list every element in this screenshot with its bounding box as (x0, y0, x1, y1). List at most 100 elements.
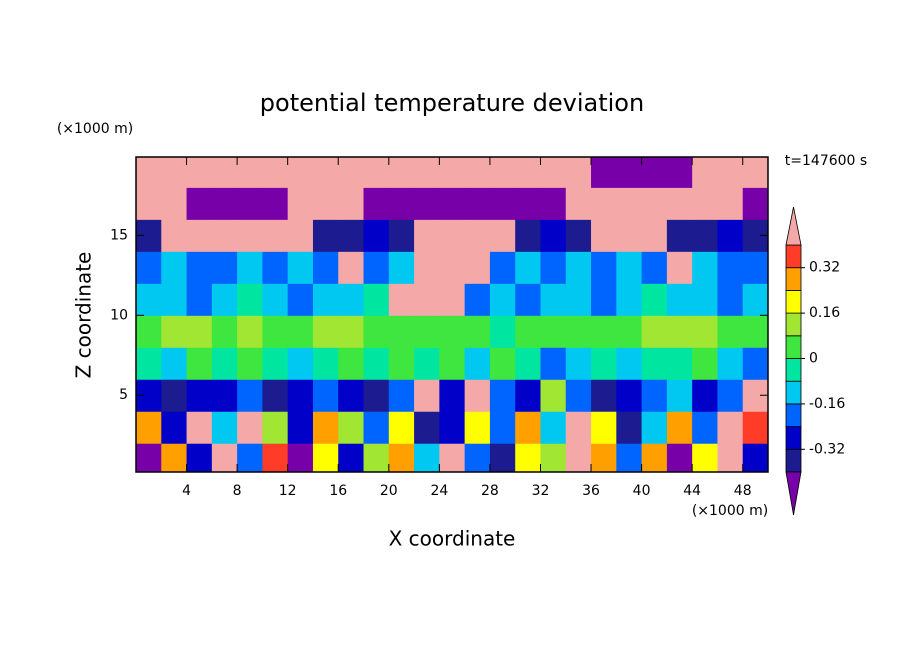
field-cell (717, 315, 744, 348)
field-cell (616, 347, 643, 380)
field-cell (540, 219, 567, 252)
field-cell (363, 315, 390, 348)
y-tick-label: 5 (119, 387, 128, 403)
field-cell (338, 187, 365, 220)
field-cell (616, 157, 643, 188)
field-cell (464, 379, 491, 412)
field-cell (464, 157, 491, 188)
field-cell (287, 443, 314, 472)
field-cell (414, 219, 440, 252)
field-cell (161, 411, 188, 444)
field-cell (666, 379, 693, 412)
x-tick-label: 24 (430, 483, 448, 499)
field-cell (136, 251, 162, 284)
field-cell (237, 219, 263, 252)
y-unit: (×1000 m) (57, 121, 133, 137)
field-cell (692, 315, 718, 348)
field-cell (515, 347, 541, 380)
field-cell (161, 379, 188, 412)
contour-field (136, 157, 768, 472)
field-cell (616, 315, 643, 348)
field-cell (388, 347, 415, 380)
field-cell (388, 157, 415, 188)
field-cell (641, 347, 668, 380)
field-cell (287, 219, 314, 252)
field-cell (312, 219, 339, 252)
field-cell (591, 251, 617, 284)
field-cell (338, 347, 365, 380)
field-cell (312, 379, 339, 412)
field-cell (515, 219, 541, 252)
field-cell (388, 443, 415, 472)
field-cell (287, 379, 314, 412)
field-cell (262, 411, 289, 444)
field-cell (388, 315, 415, 348)
x-tick-label: 4 (182, 483, 191, 499)
field-cell (464, 347, 491, 380)
field-cell (565, 315, 592, 348)
colorbar-over (785, 206, 802, 246)
field-cell (237, 157, 263, 188)
colorbar-tick-label: -0.16 (809, 396, 845, 412)
field-cell (186, 315, 213, 348)
field-cell (616, 187, 643, 220)
field-cell (540, 251, 567, 284)
field-cell (565, 251, 592, 284)
field-cell (515, 379, 541, 412)
field-cell (666, 251, 693, 284)
field-cell (363, 251, 390, 284)
field-cell (540, 157, 567, 188)
field-cell (616, 411, 643, 444)
field-cell (641, 315, 668, 348)
field-cell (489, 315, 516, 348)
field-cell (363, 219, 390, 252)
field-cell (616, 251, 643, 284)
colorbar-band (785, 358, 802, 382)
field-cell (591, 187, 617, 220)
field-cell (666, 347, 693, 380)
field-cell (666, 187, 693, 220)
x-axis-label: X coordinate (389, 527, 516, 551)
x-tick-label: 8 (233, 483, 242, 499)
field-cell (363, 347, 390, 380)
field-cell (262, 315, 289, 348)
field-cell (742, 315, 768, 348)
field-cell (641, 219, 668, 252)
field-cell (641, 411, 668, 444)
field-cell (287, 315, 314, 348)
field-cell (363, 443, 390, 472)
field-cell (641, 187, 668, 220)
field-cell (388, 219, 415, 252)
field-cell (464, 187, 491, 220)
field-cell (312, 315, 339, 348)
field-cell (540, 379, 567, 412)
field-cell (742, 157, 768, 188)
field-cell (591, 379, 617, 412)
x-tick-label: 12 (279, 483, 297, 499)
field-cell (439, 443, 466, 472)
field-cell (363, 411, 390, 444)
field-cell (565, 411, 592, 444)
field-cell (439, 411, 466, 444)
field-cell (414, 157, 440, 188)
field-cell (338, 251, 365, 284)
field-cell (287, 157, 314, 188)
field-cell (287, 187, 314, 220)
field-cell (439, 157, 466, 188)
field-cell (666, 411, 693, 444)
field-cell (591, 443, 617, 472)
field-cell (186, 379, 213, 412)
field-cell (717, 347, 744, 380)
field-cell (287, 283, 314, 316)
field-cell (616, 283, 643, 316)
field-cell (136, 315, 162, 348)
field-cell (414, 251, 440, 284)
x-tick-label: 28 (481, 483, 499, 499)
field-cell (237, 347, 263, 380)
field-cell (489, 443, 516, 472)
field-cell (312, 283, 339, 316)
field-cell (439, 347, 466, 380)
field-cell (414, 443, 440, 472)
field-cell (565, 379, 592, 412)
